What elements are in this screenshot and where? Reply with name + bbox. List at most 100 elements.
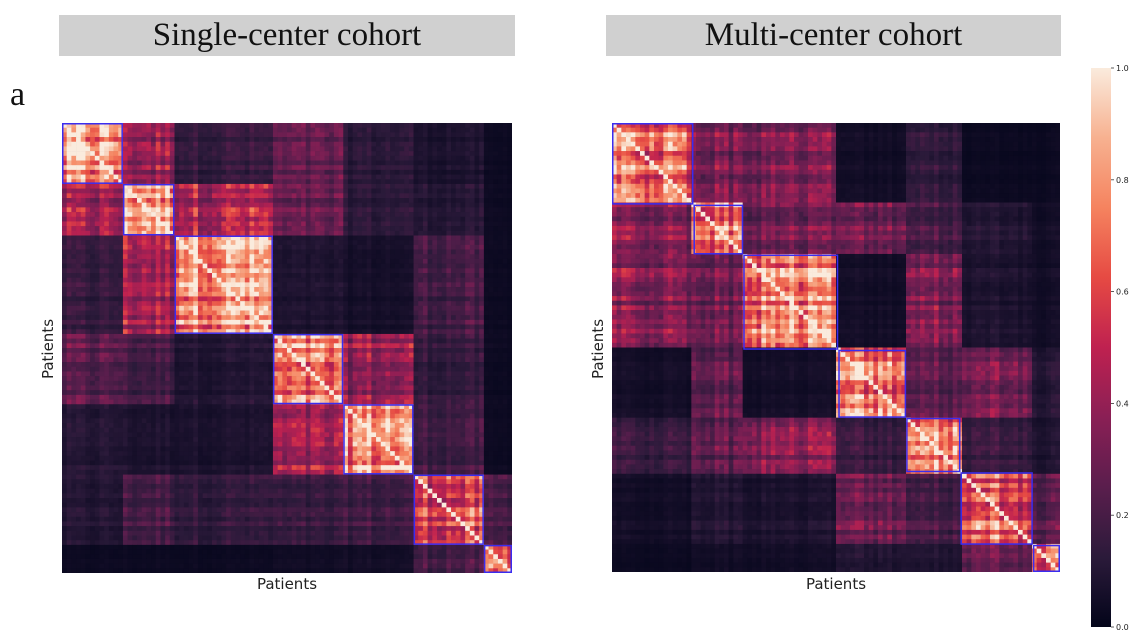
heatmap-cell xyxy=(127,132,133,138)
heatmap-cell xyxy=(380,263,386,269)
heatmap-cell xyxy=(418,193,424,199)
heatmap-cell xyxy=(258,277,264,283)
heatmap-cell xyxy=(310,146,316,152)
heatmap-cell xyxy=(235,343,241,349)
heatmap-cell xyxy=(502,301,508,307)
heatmap-cell xyxy=(174,305,180,311)
heatmap-cell xyxy=(408,249,414,255)
heatmap-cell xyxy=(108,329,114,335)
heatmap-cell xyxy=(497,291,503,297)
heatmap-cell xyxy=(122,319,128,325)
heatmap-cell xyxy=(113,254,119,260)
heatmap-cell xyxy=(258,273,264,278)
heatmap-cell xyxy=(151,319,157,325)
heatmap-cell xyxy=(104,273,110,278)
heatmap-cell xyxy=(169,235,175,241)
heatmap-cell xyxy=(132,198,138,203)
heatmap-cell xyxy=(71,333,77,339)
heatmap-cell xyxy=(371,198,377,203)
heatmap-cell xyxy=(90,240,96,246)
heatmap-cell xyxy=(338,151,344,157)
heatmap-cell xyxy=(287,235,292,241)
heatmap-cell xyxy=(333,226,339,232)
heatmap-cell xyxy=(394,160,400,166)
heatmap-cell xyxy=(333,188,339,194)
heatmap-cell xyxy=(155,230,161,236)
heatmap-cell xyxy=(118,296,124,302)
heatmap-cell xyxy=(507,155,512,161)
heatmap-cell xyxy=(188,146,194,152)
heatmap-cell xyxy=(483,160,489,166)
heatmap-cell xyxy=(99,249,105,255)
heatmap-cell xyxy=(432,343,438,349)
heatmap-cell xyxy=(151,324,157,330)
heatmap-cell xyxy=(235,301,241,307)
heatmap-cell xyxy=(99,291,105,297)
heatmap-cell xyxy=(127,296,133,302)
heatmap-cell xyxy=(404,291,410,297)
heatmap-cell xyxy=(432,141,438,147)
heatmap-cell xyxy=(165,305,171,311)
heatmap-cell xyxy=(66,244,72,250)
heatmap-cell xyxy=(390,352,396,358)
heatmap-cell xyxy=(408,348,414,353)
heatmap-cell xyxy=(333,282,339,288)
heatmap-cell xyxy=(404,282,410,288)
heatmap-cell xyxy=(249,249,255,255)
heatmap-cell xyxy=(76,348,82,353)
heatmap-cell xyxy=(235,221,241,227)
heatmap-cell xyxy=(310,310,316,316)
heatmap-cell xyxy=(451,127,457,133)
heatmap-cell xyxy=(263,329,269,335)
heatmap-cell xyxy=(291,141,297,147)
heatmap-cell xyxy=(296,291,302,297)
heatmap-cell xyxy=(230,249,236,255)
heatmap-cell xyxy=(249,338,255,344)
heatmap-cell xyxy=(404,207,410,213)
heatmap-cell xyxy=(240,343,246,349)
heatmap-cell xyxy=(258,244,264,250)
heatmap-cell xyxy=(380,287,386,293)
heatmap-cell xyxy=(479,127,485,133)
heatmap-cell xyxy=(460,160,466,166)
heatmap-cell xyxy=(301,319,307,325)
heatmap-cell xyxy=(385,198,391,203)
heatmap-cell xyxy=(418,291,424,297)
heatmap-cell xyxy=(287,226,292,232)
heatmap-cell xyxy=(469,249,475,255)
heatmap-cell xyxy=(122,169,128,175)
heatmap-cell xyxy=(333,212,339,218)
heatmap-cell xyxy=(380,169,386,175)
heatmap-cell xyxy=(380,179,386,185)
heatmap-cell xyxy=(362,291,367,297)
heatmap-cell xyxy=(212,268,217,274)
heatmap-cell xyxy=(183,169,189,175)
heatmap-cell xyxy=(263,277,269,283)
heatmap-cell xyxy=(488,188,494,194)
heatmap-cell xyxy=(357,333,363,339)
heatmap-cell xyxy=(277,123,283,128)
heatmap-cell xyxy=(193,362,199,368)
heatmap-cell xyxy=(394,329,400,335)
heatmap-cell xyxy=(371,338,377,344)
heatmap-cell xyxy=(179,249,185,255)
heatmap-cell xyxy=(390,174,396,180)
heatmap-cell xyxy=(76,146,82,152)
heatmap-cell xyxy=(413,141,419,147)
heatmap-cell xyxy=(282,301,288,307)
heatmap-cell xyxy=(497,183,503,189)
heatmap-cell xyxy=(399,291,405,297)
heatmap-cell xyxy=(118,249,124,255)
heatmap-cell xyxy=(291,348,297,353)
heatmap-cell xyxy=(366,324,372,330)
heatmap-cell xyxy=(183,305,189,311)
heatmap-cell xyxy=(207,202,213,208)
heatmap-cell xyxy=(104,310,110,316)
heatmap-cell xyxy=(179,226,185,232)
heatmap-cell xyxy=(151,137,157,143)
heatmap-cell xyxy=(483,324,489,330)
heatmap-cell xyxy=(394,132,400,138)
heatmap-cell xyxy=(310,333,316,339)
heatmap-cell xyxy=(474,127,480,133)
heatmap-cell xyxy=(291,277,297,283)
